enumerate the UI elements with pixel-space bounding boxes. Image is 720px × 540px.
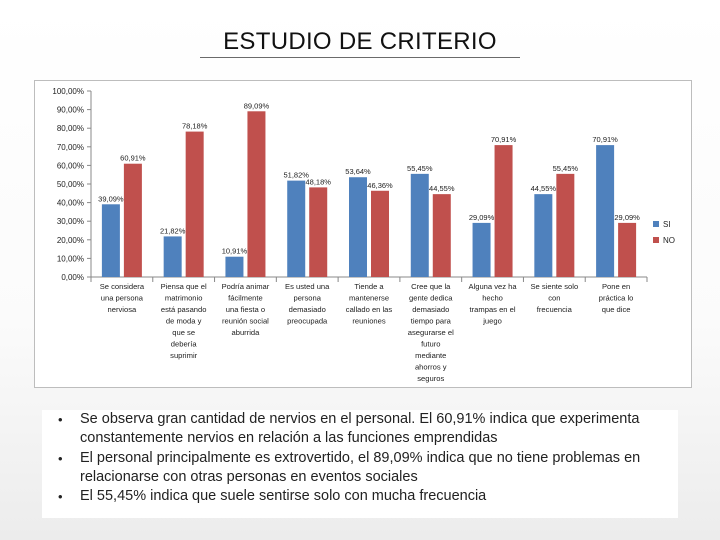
y-tick-label: 50,00% xyxy=(57,180,84,189)
bar-si xyxy=(534,194,553,277)
data-label: 44,55% xyxy=(531,184,557,193)
y-tick-label: 40,00% xyxy=(57,199,84,208)
y-tick-label: 0,00% xyxy=(61,273,84,282)
data-label: 10,91% xyxy=(222,247,248,256)
legend-label: NO xyxy=(663,236,675,245)
x-tick-label: Se siente solo con frecuencia xyxy=(530,282,578,314)
bar-si xyxy=(349,177,367,277)
data-label: 55,45% xyxy=(553,164,579,173)
bullet-item: • El 55,45% indica que suele sentirse so… xyxy=(42,487,678,506)
x-tick-label: Cree que la gente dedica demasiado tiempo p… xyxy=(408,282,454,383)
bar-no xyxy=(309,187,328,277)
data-label: 70,91% xyxy=(592,135,618,144)
bar-no xyxy=(494,145,513,277)
data-label: 55,45% xyxy=(407,164,433,173)
data-label: 60,91% xyxy=(120,154,146,163)
data-label: 48,18% xyxy=(306,177,332,186)
data-label: 44,55% xyxy=(429,184,455,193)
bullet-item: • El personal principalmente es extrover… xyxy=(42,449,678,488)
y-tick-label: 60,00% xyxy=(57,161,84,170)
bullet-item: • Se observa gran cantidad de nervios en… xyxy=(42,410,678,449)
bullet-marker: • xyxy=(58,412,63,427)
data-label: 89,09% xyxy=(244,101,270,110)
bar-no xyxy=(371,190,389,277)
data-label: 53,64% xyxy=(345,167,371,176)
y-tick-label: 100,00% xyxy=(52,87,84,96)
y-tick-label: 90,00% xyxy=(57,106,84,115)
bar-si xyxy=(225,256,244,277)
bullet-marker: • xyxy=(58,450,63,466)
x-tick-label: Alguna vez ha hecho trampas en el juego xyxy=(468,282,517,326)
bullet-text: El 55,45% indica que suele sentirse solo… xyxy=(80,488,487,505)
y-tick-label: 80,00% xyxy=(57,124,84,133)
data-label: 78,18% xyxy=(182,122,208,131)
bar-no xyxy=(123,163,142,277)
data-label: 21,82% xyxy=(160,226,186,235)
bullet-list: • Se observa gran cantidad de nervios en… xyxy=(42,410,678,518)
y-tick-label: 20,00% xyxy=(57,236,84,245)
y-tick-label: 10,00% xyxy=(57,254,84,263)
data-label: 39,09% xyxy=(98,194,124,203)
bar-no xyxy=(432,194,451,277)
data-label: 29,09% xyxy=(614,213,640,222)
x-tick-label: Piensa que el matrimonio está pasando de mo… xyxy=(161,282,207,360)
bar-si xyxy=(596,145,615,277)
bullet-marker: • xyxy=(58,489,63,505)
y-tick-label: 70,00% xyxy=(57,143,84,152)
chart-frame: 0,00% 10,00% 20,00% 30,00% 40,00% 50,00% 60,00… xyxy=(34,80,692,388)
bar-no xyxy=(185,131,204,277)
x-tick-label: Es usted una persona demasiado preocupada xyxy=(285,282,330,326)
bar-chart: 0,00% 10,00% 20,00% 30,00% 40,00% 50,00% 60,00… xyxy=(52,87,675,383)
bullet-text: El personal principalmente es extroverti… xyxy=(80,449,641,485)
x-tick-label: Se considera una persona nerviosa xyxy=(100,282,145,314)
bar-no xyxy=(247,111,266,277)
bar-si xyxy=(410,173,429,277)
page-title: ESTUDIO DE CRITERIO xyxy=(223,28,497,55)
data-label: 70,91% xyxy=(491,135,517,144)
legend-swatch xyxy=(653,237,659,243)
x-tick-label: Pone en práctica lo que dice xyxy=(599,282,634,314)
bar-no xyxy=(618,222,637,277)
bar-si xyxy=(163,236,182,277)
bar-no xyxy=(556,173,575,277)
data-label: 46,36% xyxy=(367,181,393,190)
y-tick-label: 30,00% xyxy=(57,217,84,226)
title-underline xyxy=(200,57,520,58)
x-tick-label: Tiende a mantenerse callado en las reunione… xyxy=(346,282,393,326)
bar-si xyxy=(101,204,120,277)
x-tick-label: Podría animar fácilmente una fiesta o reuni… xyxy=(222,282,270,337)
legend-label: SI xyxy=(663,220,671,229)
legend-swatch xyxy=(653,221,659,227)
data-label: 51,82% xyxy=(284,171,310,180)
data-label: 29,09% xyxy=(469,213,495,222)
bar-si xyxy=(472,222,491,277)
bullet-text: Se observa gran cantidad de nervios en e… xyxy=(80,411,640,447)
bar-si xyxy=(287,180,306,277)
